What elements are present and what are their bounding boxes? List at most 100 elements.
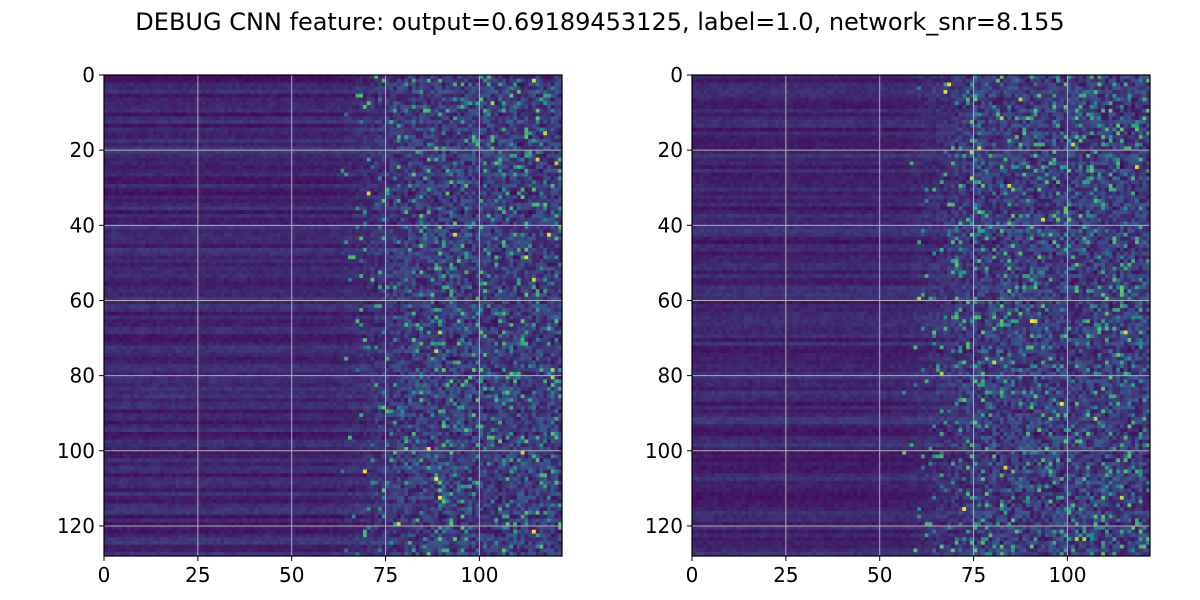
heatmap-cell <box>209 109 213 113</box>
heatmap-cell <box>554 109 558 113</box>
heatmap-cell <box>119 75 123 79</box>
heatmap-cell <box>280 75 284 79</box>
heatmap-cell <box>138 86 142 90</box>
heatmap-cell <box>232 109 236 113</box>
heatmap-cell <box>532 101 536 105</box>
heatmap-cell <box>277 113 281 117</box>
heatmap-cell <box>145 90 149 94</box>
heatmap-cell <box>119 124 123 128</box>
heatmap-cell <box>325 75 329 79</box>
heatmap-cell <box>521 94 525 98</box>
heatmap-cell <box>130 98 134 102</box>
heatmap-cell <box>506 90 510 94</box>
heatmap-cell <box>333 86 337 90</box>
heatmap-cell <box>280 83 284 87</box>
heatmap-cell <box>258 83 262 87</box>
heatmap-cell <box>498 105 502 109</box>
heatmap-cell <box>160 113 164 117</box>
heatmap-cell <box>284 116 288 120</box>
heatmap-cell <box>295 98 299 102</box>
heatmap-cell <box>356 75 360 79</box>
heatmap-cell <box>401 105 405 109</box>
heatmap-cell <box>224 90 228 94</box>
heatmap-cell <box>168 120 172 124</box>
heatmap-cell <box>123 98 127 102</box>
heatmap-cell <box>198 79 202 83</box>
heatmap-cell <box>213 75 217 79</box>
heatmap-cell <box>322 116 326 120</box>
heatmap-cell <box>160 124 164 128</box>
heatmap-cell <box>292 116 296 120</box>
heatmap-cell <box>404 113 408 117</box>
heatmap-cell <box>183 94 187 98</box>
heatmap-cell <box>318 79 322 83</box>
heatmap-cell <box>528 86 532 90</box>
heatmap-cell <box>513 116 517 120</box>
heatmap-cell <box>472 113 476 117</box>
heatmap-cell <box>438 79 442 83</box>
heatmap-cell <box>551 109 555 113</box>
heatmap-cell <box>183 83 187 87</box>
heatmap-cell <box>483 101 487 105</box>
heatmap-cell <box>344 120 348 124</box>
heatmap-cell <box>341 86 345 90</box>
heatmap-cell <box>487 101 491 105</box>
heatmap-cell <box>168 116 172 120</box>
heatmap-cell <box>254 116 258 120</box>
heatmap-cell <box>532 79 536 83</box>
heatmap-cell <box>344 86 348 90</box>
heatmap-cell <box>119 79 123 83</box>
heatmap-cell <box>513 75 517 79</box>
heatmap-cell <box>217 75 221 79</box>
heatmap-cell <box>434 86 438 90</box>
heatmap-cell <box>314 83 318 87</box>
heatmap-cell <box>453 120 457 124</box>
heatmap-cell <box>509 113 513 117</box>
heatmap-cell <box>337 75 341 79</box>
heatmap-cell <box>543 113 547 117</box>
heatmap-cell <box>457 98 461 102</box>
heatmap-cell <box>217 113 221 117</box>
heatmap-cell <box>404 98 408 102</box>
heatmap-cell <box>483 120 487 124</box>
heatmap-cell <box>442 120 446 124</box>
heatmap-cell <box>446 113 450 117</box>
heatmap-cell <box>217 101 221 105</box>
heatmap-cell <box>442 79 446 83</box>
heatmap-cell <box>348 86 352 90</box>
heatmap-cell <box>164 83 168 87</box>
heatmap-cell <box>243 124 247 128</box>
heatmap-cell <box>284 86 288 90</box>
heatmap-cell <box>337 83 341 87</box>
heatmap-cell <box>412 105 416 109</box>
heatmap-cell <box>528 101 532 105</box>
heatmap-cell <box>235 105 239 109</box>
heatmap-cell <box>464 105 468 109</box>
heatmap-cell <box>483 105 487 109</box>
heatmap-cell <box>539 86 543 90</box>
heatmap-cell <box>416 101 420 105</box>
heatmap-cell <box>371 109 375 113</box>
heatmap-cell <box>262 113 266 117</box>
heatmap-cell <box>412 113 416 117</box>
heatmap-cell <box>371 105 375 109</box>
heatmap-cell <box>213 124 217 128</box>
heatmap-cell <box>438 98 442 102</box>
heatmap-cell <box>157 90 161 94</box>
heatmap-cell <box>517 116 521 120</box>
heatmap-cell <box>179 101 183 105</box>
heatmap-cell <box>401 90 405 94</box>
heatmap-cell <box>329 113 333 117</box>
heatmap-cell <box>423 98 427 102</box>
heatmap-cell <box>528 83 532 87</box>
heatmap-cell <box>521 109 525 113</box>
heatmap-cell <box>123 113 127 117</box>
heatmap-cell <box>344 113 348 117</box>
heatmap-cell <box>134 79 138 83</box>
heatmap-cell <box>175 101 179 105</box>
heatmap-cell <box>205 124 209 128</box>
heatmap-cell <box>130 75 134 79</box>
heatmap-cell <box>119 120 123 124</box>
heatmap-cell <box>389 113 393 117</box>
heatmap-cell <box>371 90 375 94</box>
